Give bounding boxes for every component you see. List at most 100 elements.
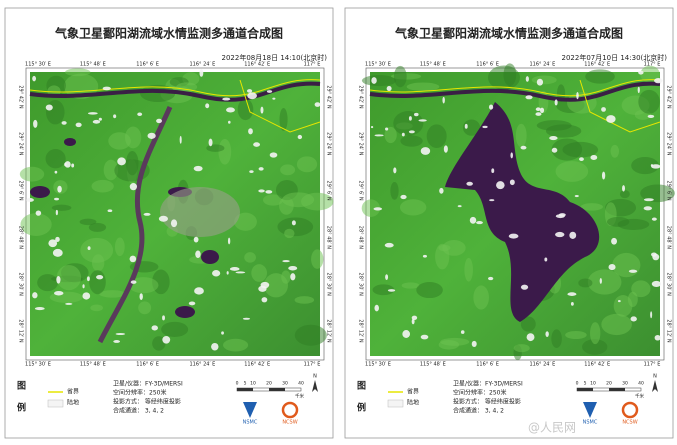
terrain-patch [63, 73, 99, 99]
info-line: 空间分辨率：250米 [113, 389, 166, 397]
terrain-patch [551, 138, 583, 161]
cloud [411, 318, 415, 325]
logo-ncsw-icon [281, 401, 299, 419]
longitude-label: 115° 48′ E [420, 362, 446, 368]
longitude-label: 115° 48′ E [80, 362, 106, 368]
cloud [158, 215, 168, 222]
cloud [401, 132, 405, 137]
terrain-patch [79, 218, 97, 226]
logo-nsmc-icon [243, 402, 257, 418]
terrain-patch [601, 313, 632, 336]
cloud [579, 157, 584, 162]
terrain-patch [277, 217, 314, 237]
cloud [443, 145, 448, 153]
cloud [536, 78, 544, 86]
terrain-patch [152, 336, 166, 351]
cloud [272, 97, 276, 100]
cloud [129, 183, 138, 191]
info-line: 合成通道： 3, 4, 2 [113, 407, 164, 415]
terrain-patch [161, 321, 189, 338]
panel-border [4, 7, 334, 439]
terrain-patch [279, 108, 288, 131]
latitude-label: 28° 30′ N [666, 273, 672, 297]
longitude-label: 116° 6′ E [476, 362, 499, 368]
logo-nsmc: NSMC [243, 420, 258, 426]
cloud [570, 302, 574, 306]
legend-heading: 图 [357, 381, 366, 392]
terrain-patch [244, 252, 256, 263]
cloud [211, 342, 219, 351]
terrain-patch [294, 296, 315, 304]
logo-ncsw-icon [621, 401, 639, 419]
cloud [129, 255, 137, 263]
scale-label: 0 [236, 381, 239, 387]
cloud [606, 115, 616, 123]
cloud [628, 269, 638, 273]
cloud [258, 167, 264, 171]
terrain-patch [435, 243, 450, 270]
cloud [57, 185, 62, 193]
cloud [647, 114, 655, 118]
cloud [617, 300, 621, 303]
cloud [637, 86, 640, 94]
cloud [87, 112, 98, 115]
terrain-patch [638, 89, 660, 114]
cloud [374, 134, 384, 137]
cloud [442, 96, 445, 104]
terrain-patch [520, 316, 536, 332]
panel-time: 2022年07月10日 14:30(北京时) [562, 53, 668, 62]
cloud [654, 334, 661, 341]
cloud [98, 117, 102, 121]
scale-label: 0 [576, 381, 579, 387]
cloud [408, 116, 412, 121]
terrain-patch [90, 304, 104, 312]
cloud [193, 236, 199, 243]
terrain-patch [631, 156, 659, 175]
longitude-label: 116° 6′ E [136, 362, 159, 368]
terrain-patch [580, 203, 603, 211]
terrain-patch [108, 132, 131, 150]
cloud [117, 157, 126, 166]
latitude-label: 28° 12′ N [666, 319, 672, 343]
cloud [32, 292, 38, 299]
panel-time: 2022年08月18日 14:10(北京时) [222, 53, 328, 62]
terrain-patch [218, 138, 232, 165]
terrain-patch [400, 135, 423, 147]
longitude-label: 117° E [644, 62, 661, 68]
cloud [195, 250, 201, 259]
longitude-label: 116° 6′ E [476, 62, 499, 68]
terrain-patch [45, 99, 65, 125]
cloud [373, 207, 383, 211]
latitude-label: 28° 12′ N [18, 319, 24, 343]
cloud [162, 336, 171, 344]
terrain-patch [282, 192, 315, 208]
north-label: N [653, 374, 657, 380]
logo-ncsw: NCSW [282, 420, 297, 426]
cloud [193, 165, 203, 172]
legend-heading: 例 [357, 402, 366, 414]
cloud [549, 136, 558, 141]
terrain-patch [80, 237, 114, 263]
cloud [75, 122, 82, 128]
cloud [488, 276, 494, 281]
info-line: 空间分辨率：250米 [453, 389, 506, 397]
cloud [113, 340, 121, 343]
cloud [269, 152, 278, 158]
cloud [525, 76, 529, 82]
info-line: 合成通道： 3, 4, 2 [453, 407, 504, 415]
longitude-label: 115° 48′ E [420, 62, 446, 68]
cloud [408, 130, 415, 134]
cloud [48, 239, 58, 248]
terrain-patch [20, 213, 52, 236]
cloud [482, 125, 488, 129]
longitude-label: 116° 24′ E [189, 62, 215, 68]
cloud [402, 330, 411, 338]
cloud [34, 307, 45, 311]
cloud [545, 331, 549, 337]
latitude-label: 29° 24′ N [666, 132, 672, 156]
terrain-patch [361, 199, 381, 217]
terrain-patch [264, 273, 289, 298]
cloud [226, 107, 235, 113]
terrain-patch [311, 249, 324, 269]
terrain-patch [114, 237, 125, 257]
